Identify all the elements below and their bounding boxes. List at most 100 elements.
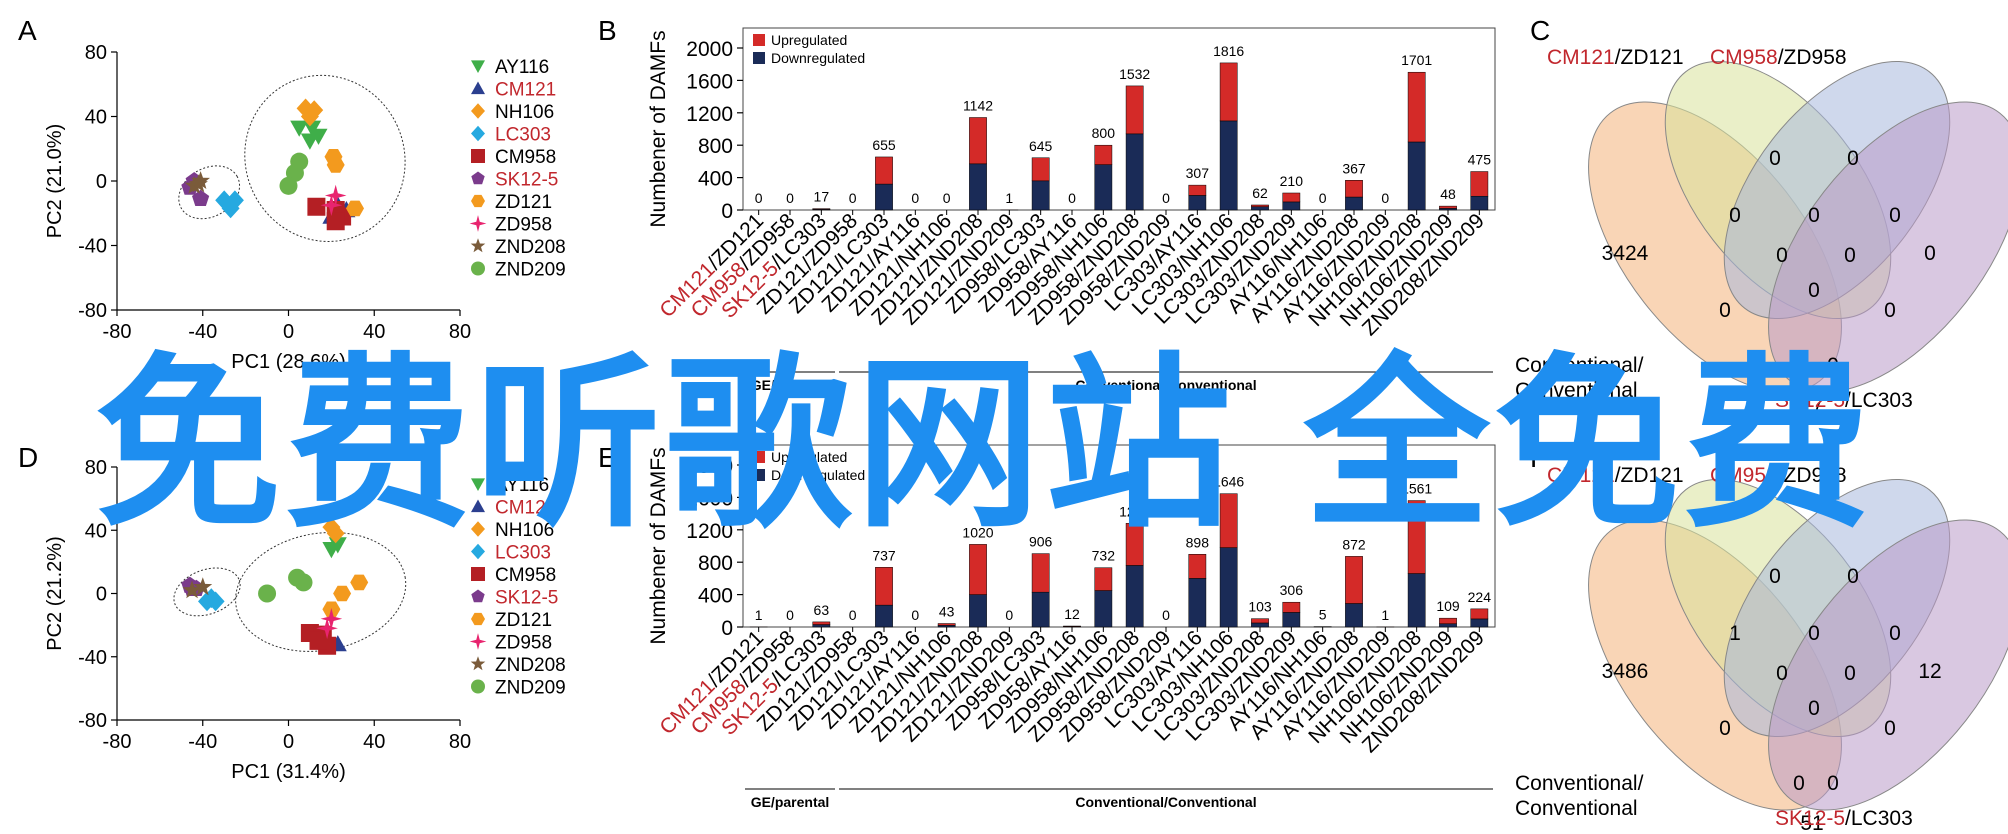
venn-region-count: 0 [1889,622,1901,645]
bar-upregulated [1470,171,1489,197]
venn-set-label-conventional-1: Conventional/ [1515,772,1644,795]
data-point-lc303 [221,198,240,219]
bar-total-label: 1280 [1119,503,1150,519]
bar-total-label: 1646 [1213,474,1244,490]
venn-set-4 [1768,101,2008,393]
bar-upregulated [1031,157,1050,182]
panel-label-a: A [18,15,37,46]
data-point-znd209 [288,568,307,587]
bar-total-label: 0 [786,190,794,206]
bar-chart-b: 0 400 800 1200 1600 2000 Numbener of DAMFs Upre… [647,27,1496,393]
bar-total-label: 1 [755,607,763,623]
venn-region-count: 0 [1924,242,1936,265]
legend-label: LC303 [495,543,551,564]
legend-marker [471,521,485,537]
y-tick-label: 400 [698,168,733,191]
data-point-znd209 [290,152,309,171]
bar-total-label: 224 [1468,589,1492,605]
plot-frame [742,27,1496,211]
legend-marker [471,499,485,513]
legend-label: NH106 [495,520,554,541]
venn-region-count: 0 [1808,697,1820,720]
bar-downregulated [1470,618,1489,628]
legend-marker [471,567,485,581]
venn-set-label-parent: /LC303 [1845,389,1913,412]
bar-total-label: 655 [872,137,896,153]
bar-downregulated [1345,196,1363,211]
venn-region-count: 3486 [1602,660,1649,683]
data-point-nh106 [322,517,341,537]
bar-upregulated [1188,554,1207,579]
venn-set-label-parent: /ZD958 [1778,464,1847,487]
bar-downregulated [1282,612,1301,628]
bar-upregulated [1407,71,1426,143]
legend-label: CM958 [495,565,556,586]
legend-label: ZND208 [495,237,566,258]
bar-downregulated [1188,195,1207,211]
bar-downregulated [969,163,987,211]
venn-set-label: CM121/ZD121 [1547,46,1684,69]
bar-total-label: 898 [1186,534,1210,550]
bar-total-label: 0 [1005,607,1013,623]
x-tick-label: -80 [103,731,132,753]
y-tick-label: 40 [85,107,107,129]
legend-marker [471,125,485,142]
bar-upregulated [1282,601,1301,613]
venn-region-count: 0 [1776,662,1788,685]
data-point-zd958 [316,617,338,640]
y-axis-title: PC2 (21.0%) [44,124,66,239]
x-tick-label: 40 [363,731,385,753]
legend-label: ZND209 [495,260,566,281]
bar-upregulated [1251,204,1269,208]
bar-upregulated [1219,493,1238,548]
data-point-znd208 [182,580,202,599]
bar-total-label: 872 [1342,536,1366,552]
bar-total-label: 63 [814,602,830,618]
bar-upregulated [1063,625,1081,627]
bar-total-label: 475 [1468,152,1492,168]
legend-label: ZD958 [495,215,552,236]
x-tick-label: -40 [188,321,217,343]
bar-downregulated [1470,195,1489,211]
data-point-cm958 [326,212,345,231]
bar-upregulated [875,156,893,185]
venn-region-count: 0 [1793,354,1805,377]
data-point-znd208 [191,171,210,189]
bar-total-label: 103 [1248,599,1272,615]
bar-total-label: 48 [1440,186,1456,202]
bar-total-label: 0 [1319,190,1327,206]
legend-label-up: Upregulated [771,449,847,465]
venn-region-count: 0 [1793,772,1805,795]
bar-upregulated [969,544,987,595]
panel-label-c: C [1530,15,1550,46]
legend-label: ZD121 [495,610,552,631]
venn-region-count: 0 [1847,565,1859,588]
legend-marker [471,171,485,185]
legend-label: ZND208 [495,655,566,676]
bar-total-label: 1020 [962,524,993,540]
panel-label-d: D [18,442,38,473]
bar-total-label: 0 [911,190,919,206]
venn-region-count: 0 [1808,279,1820,302]
bar-upregulated [1470,608,1489,620]
y-tick-label: 0 [96,171,107,193]
plot-frame [742,444,1496,628]
legend-marker [471,679,485,694]
bar-downregulated [969,594,987,628]
data-point-ay116 [300,133,319,150]
bar-upregulated [1439,205,1457,209]
pca-chart-a: -80 -40 0 40 80 80 40 0 -40 -80 PC1 (28.6%) PC2 (21… [44,42,566,373]
bar-total-label: 0 [755,190,763,206]
venn-region-count: 1 [1729,622,1741,645]
legend-label: LC303 [495,125,551,146]
legend-swatch-up [753,34,765,46]
venn-region-count: 0 [1719,299,1731,322]
venn-region-count: 0 [1884,299,1896,322]
venn-region-count: 0 [1889,204,1901,227]
bar-upregulated [1094,144,1113,165]
bar-upregulated [1188,184,1207,196]
cluster-ellipse [235,531,407,652]
legend-label-down: Downregulated [771,50,865,66]
y-tick-label: 40 [85,520,107,542]
